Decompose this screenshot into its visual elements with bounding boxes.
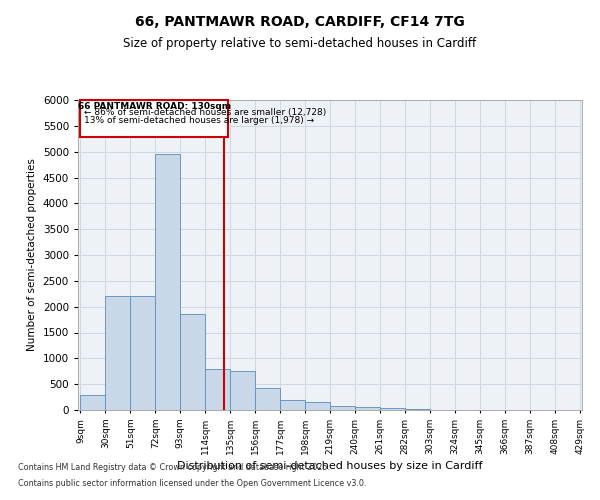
Text: Size of property relative to semi-detached houses in Cardiff: Size of property relative to semi-detach…: [124, 38, 476, 51]
Bar: [130, 296, 155, 410]
Bar: [230, 371, 255, 410]
Bar: [280, 400, 305, 410]
Text: ← 86% of semi-detached houses are smaller (12,728): ← 86% of semi-detached houses are smalle…: [84, 108, 326, 118]
Text: 66 PANTMAWR ROAD: 130sqm: 66 PANTMAWR ROAD: 130sqm: [77, 102, 230, 110]
Bar: [305, 402, 330, 410]
Text: Contains public sector information licensed under the Open Government Licence v3: Contains public sector information licen…: [18, 478, 367, 488]
Bar: [330, 406, 355, 410]
Bar: [180, 314, 205, 410]
Bar: [380, 408, 405, 410]
Bar: [355, 408, 380, 410]
Bar: [255, 388, 280, 410]
Bar: [80, 394, 106, 410]
X-axis label: Distribution of semi-detached houses by size in Cardiff: Distribution of semi-detached houses by …: [177, 461, 483, 471]
Bar: [155, 154, 180, 410]
Text: 66, PANTMAWR ROAD, CARDIFF, CF14 7TG: 66, PANTMAWR ROAD, CARDIFF, CF14 7TG: [135, 15, 465, 29]
Bar: [405, 409, 430, 410]
Text: 13% of semi-detached houses are larger (1,978) →: 13% of semi-detached houses are larger (…: [84, 116, 314, 125]
Y-axis label: Number of semi-detached properties: Number of semi-detached properties: [27, 158, 37, 352]
Text: Contains HM Land Registry data © Crown copyright and database right 2025.: Contains HM Land Registry data © Crown c…: [18, 464, 330, 472]
Bar: [106, 296, 130, 410]
Bar: [80, 100, 228, 137]
Bar: [205, 368, 230, 410]
